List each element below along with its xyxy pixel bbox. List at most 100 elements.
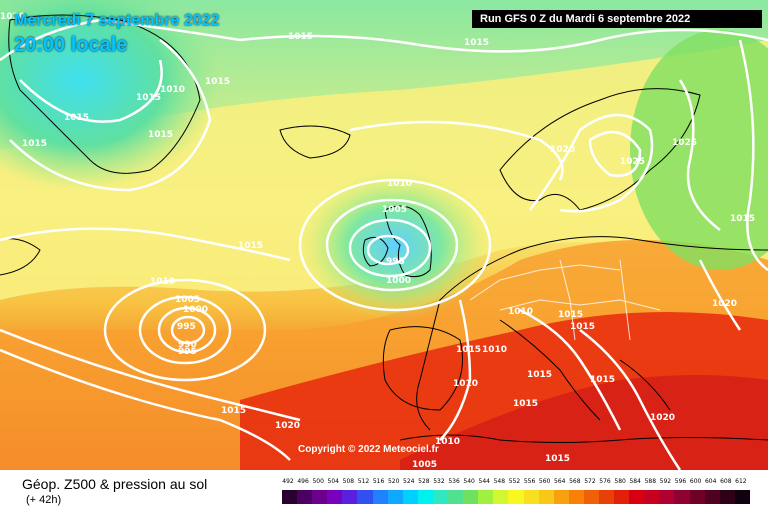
- scale-value: 492: [282, 478, 294, 485]
- greenland-coast: [8, 14, 201, 174]
- isobar-1015-greenland: [9, 39, 212, 192]
- isobar-label: 995: [177, 322, 196, 332]
- isobar-1015-med: [519, 308, 622, 431]
- isobar-1025-scand: [588, 130, 642, 177]
- scale-swatch: [463, 490, 479, 504]
- scale-value: 576: [599, 478, 611, 485]
- isobar-label: 1020: [0, 12, 26, 22]
- uk-coast: [384, 205, 432, 278]
- isobar-label: 1015: [730, 214, 756, 224]
- isobar-label: 1015: [527, 370, 553, 380]
- isobar-label: 1025: [672, 138, 698, 148]
- scale-swatch: [402, 490, 418, 504]
- scale-swatch: [629, 490, 645, 504]
- europe-coast: [416, 236, 768, 431]
- scale-swatch: [704, 490, 720, 504]
- scale-value: 512: [357, 478, 370, 485]
- isobar-1005-uk: [325, 198, 459, 292]
- scale-swatch: [538, 490, 554, 504]
- scale-swatch: [312, 490, 328, 504]
- scale-swatch: [734, 490, 750, 504]
- scale-value: 524: [403, 478, 415, 485]
- color-scale-bar: [282, 490, 750, 504]
- isobar-label: 1015: [545, 454, 571, 464]
- forecast-date: Mercredi 7 septembre 2022: [14, 12, 220, 29]
- isobar-label: 1010: [482, 345, 508, 355]
- isobar-label: 1020: [550, 145, 576, 155]
- scale-value: 612: [735, 478, 747, 485]
- isobar-1015-mid: [0, 227, 291, 262]
- z500-uk-low: [300, 170, 490, 320]
- scale-swatch: [327, 490, 343, 504]
- scale-swatch: [583, 490, 599, 504]
- isobars: [0, 18, 768, 470]
- isobar-label: 1020: [650, 413, 676, 423]
- scale-value: 572: [584, 478, 596, 485]
- scale-value: 520: [387, 478, 400, 485]
- copyright-text: Copyright © 2022 Meteociel.fr: [298, 444, 439, 455]
- model-run-label: Run GFS 0 Z du Mardi 6 septembre 2022: [472, 10, 762, 28]
- scale-swatch: [342, 490, 358, 504]
- forecast-step: (+ 42h): [26, 494, 62, 506]
- product-title: Géop. Z500 & pression au sol: [22, 476, 208, 492]
- scale-value: 596: [674, 478, 687, 485]
- isobar-label: 1015: [570, 322, 596, 332]
- z500-east-green: [630, 30, 768, 270]
- scale-swatch: [553, 490, 569, 504]
- isobar-label: 1010: [160, 85, 186, 95]
- isobar-1010-greenland: [19, 59, 163, 123]
- scale-swatch: [719, 490, 735, 504]
- scale-swatch: [357, 490, 373, 504]
- scale-swatch: [689, 490, 705, 504]
- weather-map: [0, 0, 768, 470]
- isobar-label: 1010: [508, 307, 534, 317]
- isobar-label: 1005: [382, 205, 408, 215]
- coastlines: [0, 14, 768, 443]
- scale-value: 496: [297, 478, 309, 485]
- canada-coast: [0, 238, 41, 276]
- isobar-1000-atl: [157, 306, 217, 354]
- isobar-label: 1015: [136, 93, 162, 103]
- scale-value: 548: [493, 478, 506, 485]
- africa-coast: [399, 434, 768, 443]
- isobar-label: 1015: [288, 32, 314, 42]
- isobar-label: 990: [178, 340, 197, 350]
- scale-value: 584: [629, 478, 641, 485]
- scale-value: 552: [508, 478, 521, 485]
- isobar-995-uk: [366, 234, 410, 266]
- scandinavia-coast: [499, 88, 701, 211]
- iceland-coast: [279, 125, 351, 159]
- scale-swatch: [478, 490, 494, 504]
- scale-value: 532: [433, 478, 445, 485]
- scale-value: 544: [478, 478, 490, 485]
- z500-deep-red-zone: [400, 375, 768, 470]
- scale-swatch: [448, 490, 464, 504]
- scale-value: 504: [327, 478, 339, 485]
- isobar-label: 1020: [275, 421, 301, 431]
- isobar-1020-balkan: [698, 259, 742, 331]
- isobar-1015-italy: [579, 329, 682, 470]
- z500-yellow-band: [0, 40, 768, 300]
- isobar-label: 1000: [386, 276, 412, 286]
- isobar-1000-uk: [348, 218, 432, 278]
- scale-value: 560: [538, 478, 551, 485]
- isobar-1010-atl: [103, 278, 267, 382]
- isobar-label: 1015: [221, 406, 247, 416]
- isobar-1020-scand: [528, 113, 654, 213]
- scale-value: 600: [689, 478, 702, 485]
- isobar-label: 1015: [205, 77, 231, 87]
- isobar-label: 995: [178, 347, 197, 357]
- scale-swatch: [432, 490, 449, 504]
- scale-value: 540: [463, 478, 475, 485]
- scale-swatch: [644, 490, 660, 504]
- scale-swatch: [372, 490, 388, 504]
- scale-value: 568: [569, 478, 581, 485]
- isobar-1015-north: [0, 18, 768, 62]
- scale-value: 556: [523, 478, 536, 485]
- scale-value: 580: [614, 478, 626, 485]
- scale-value: 516: [372, 478, 385, 485]
- isobar-995-atl: [170, 315, 206, 345]
- scale-swatch: [508, 490, 524, 504]
- isobar-label: 1005: [175, 295, 201, 305]
- isobar-label: 1015: [456, 345, 482, 355]
